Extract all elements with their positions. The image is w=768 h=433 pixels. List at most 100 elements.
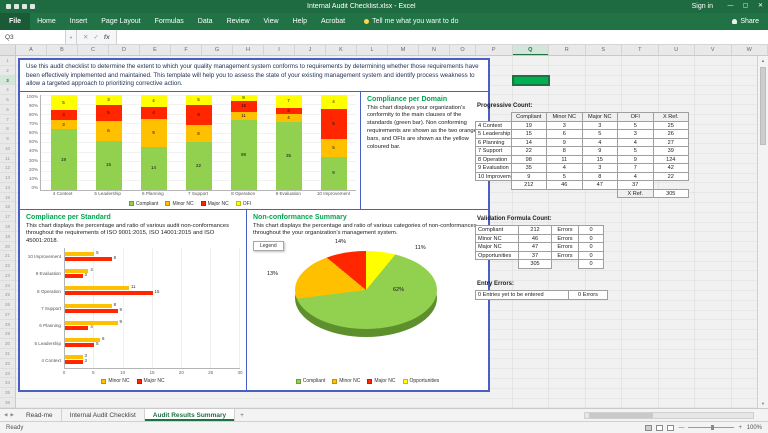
horizontal-scrollbar[interactable] [584,411,754,419]
column-header-A[interactable]: A [16,45,47,55]
row-header-8[interactable]: 8 [0,124,15,135]
name-box-dropdown-icon[interactable]: ▼ [66,30,77,44]
column-header-Q[interactable]: Q [512,45,549,55]
row-header-36[interactable]: 36 [0,398,15,408]
column-header-H[interactable]: H [233,45,264,55]
column-header-I[interactable]: I [264,45,295,55]
sheet-tab-read-me[interactable]: Read-me [18,409,62,421]
sign-in-button[interactable]: Sign in [691,3,713,10]
normal-view-icon[interactable] [645,424,653,431]
column-header-D[interactable]: D [109,45,140,55]
ribbon-tab-formulas[interactable]: Formulas [154,18,184,25]
vertical-scroll-thumb[interactable] [760,67,766,145]
row-header-12[interactable]: 12 [0,163,15,174]
ribbon-tab-data[interactable]: Data [197,18,213,25]
column-header-V[interactable]: V [695,45,732,55]
row-header-14[interactable]: 14 [0,183,15,193]
compliance-per-standard-chart[interactable]: 10 Improvement 9 Evaluation 8 Operation 7 S… [26,248,243,386]
redo-icon[interactable] [30,4,35,9]
column-header-T[interactable]: T [622,45,659,55]
scroll-down-icon[interactable]: ▼ [761,401,765,406]
row-header-23[interactable]: 23 [0,271,15,281]
non-conformance-pie-chart[interactable]: Legend 62% 13% 14% 11% [253,238,482,376]
save-icon[interactable] [14,4,19,9]
row-header-11[interactable]: 11 [0,154,15,164]
sheet-tab-audit-results-summary[interactable]: Audit Results Summary [144,409,236,421]
ribbon-tab-view[interactable]: View [263,18,279,25]
zoom-in-icon[interactable]: + [738,424,742,431]
column-header-L[interactable]: L [357,45,388,55]
zoom-out-icon[interactable]: — [678,424,685,431]
row-header-26[interactable]: 26 [0,300,15,310]
ribbon-tab-help[interactable]: Help [292,18,307,25]
row-header-22[interactable]: 22 [0,261,15,271]
minimize-icon[interactable]: — [727,3,734,9]
row-header-4[interactable]: 4 [0,85,15,96]
row-header-2[interactable]: 2 [0,66,15,76]
maximize-icon[interactable]: ▢ [742,3,749,9]
row-header-35[interactable]: 35 [0,388,15,398]
compliance-per-domain-chart[interactable]: 100% 90% 80% 70% 60% 50% 40% 30% 20% 10% 0% 19 3 3 5 15… [20,92,360,209]
row-header-32[interactable]: 32 [0,359,15,369]
row-header-9[interactable]: 9 [0,134,15,144]
column-header-B[interactable]: B [47,45,78,55]
ribbon-tab-page-layout[interactable]: Page Layout [101,18,141,25]
insert-function-icon[interactable]: fx [103,33,110,41]
column-header-W[interactable]: W [732,45,768,55]
sheet-tab-internal-audit-checklist[interactable]: Internal Audit Checklist [62,409,145,421]
ribbon-tab-review[interactable]: Review [226,18,250,25]
sheet-nav-left-icon[interactable]: ◀ [4,412,8,417]
close-icon[interactable]: ✕ [757,3,764,9]
row-header-7[interactable]: 7 [0,115,15,125]
column-header-J[interactable]: J [295,45,326,55]
share-button[interactable]: Share [732,13,768,30]
add-sheet-icon[interactable]: + [240,411,244,419]
column-header-K[interactable]: K [326,45,357,55]
column-header-E[interactable]: E [140,45,171,55]
name-box[interactable]: Q3 [0,30,66,44]
cancel-entry-icon[interactable]: ✕ [83,34,89,41]
row-header-5[interactable]: 5 [0,95,15,105]
ribbon-tab-insert[interactable]: Insert [69,18,88,25]
row-header-25[interactable]: 25 [0,290,15,301]
column-header-P[interactable]: P [476,45,513,55]
page-break-view-icon[interactable] [667,424,675,431]
column-header-G[interactable]: G [202,45,233,55]
row-header-3[interactable]: 3 [0,75,15,86]
row-header-28[interactable]: 28 [0,320,15,330]
row-header-33[interactable]: 33 [0,369,15,379]
ribbon-tab-file[interactable]: File [0,13,31,30]
row-header-10[interactable]: 10 [0,144,15,154]
row-header-13[interactable]: 13 [0,173,15,183]
row-header-19[interactable]: 19 [0,232,15,242]
select-all-corner[interactable] [0,45,16,55]
sheet-nav-right-icon[interactable]: ▶ [10,412,14,417]
scroll-up-icon[interactable]: ▲ [761,58,765,63]
row-header-34[interactable]: 34 [0,378,15,389]
zoom-slider-thumb[interactable] [711,425,715,430]
zoom-slider[interactable] [688,425,735,430]
row-header-1[interactable]: 1 [0,56,15,66]
column-header-S[interactable]: S [586,45,622,55]
column-header-U[interactable]: U [659,45,695,55]
row-header-17[interactable]: 17 [0,212,15,223]
row-header-20[interactable]: 20 [0,242,15,252]
ribbon-tab-home[interactable]: Home [37,18,56,25]
tell-me-search[interactable]: Tell me what you want to do [364,13,458,30]
column-header-C[interactable]: C [78,45,109,55]
undo-icon[interactable] [22,4,27,9]
column-header-N[interactable]: N [419,45,450,55]
row-header-6[interactable]: 6 [0,105,15,115]
row-header-15[interactable]: 15 [0,193,15,203]
row-header-16[interactable]: 16 [0,202,15,213]
row-header-21[interactable]: 21 [0,251,15,262]
row-header-18[interactable]: 18 [0,222,15,232]
ribbon-tab-acrobat[interactable]: Acrobat [320,18,346,25]
formula-input[interactable] [116,30,768,44]
row-header-24[interactable]: 24 [0,281,15,291]
row-header-29[interactable]: 29 [0,329,15,340]
zoom-level[interactable]: 100% [746,424,762,431]
selected-cell-q3[interactable] [512,75,550,86]
page-layout-view-icon[interactable] [656,424,664,431]
confirm-entry-icon[interactable]: ✓ [93,34,99,41]
